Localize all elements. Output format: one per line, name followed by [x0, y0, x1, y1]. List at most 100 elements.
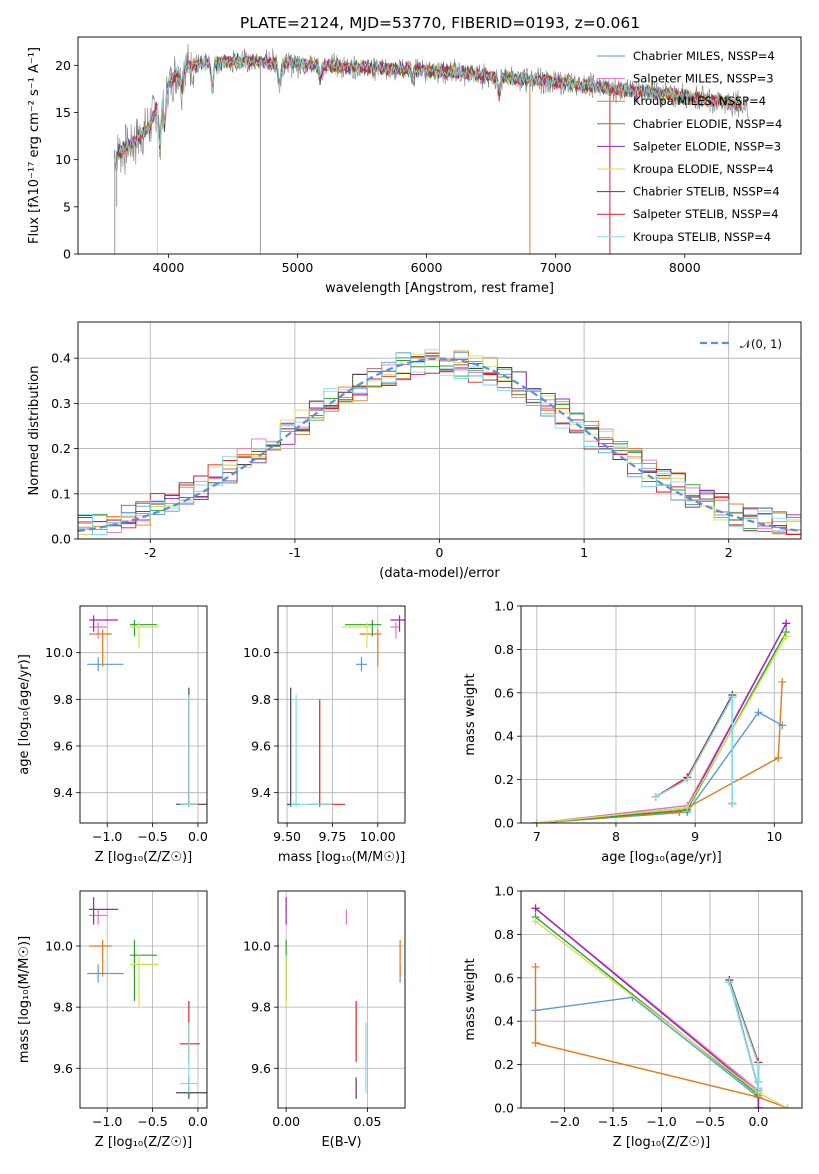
weight-point-kroupa_stelib	[728, 693, 737, 702]
x-tick-label: 9.50	[273, 829, 301, 844]
weight-point-kroupa_stelib	[754, 1060, 763, 1069]
x-tick-label: 0.05	[354, 1114, 382, 1129]
y-tick-label: 0.2	[494, 1057, 514, 1072]
legend-label: Chabrier ELODIE, NSSP=4	[633, 117, 782, 131]
legend-label: Chabrier MILES, NSSP=4	[633, 49, 775, 63]
weight-point-kroupa_stelib	[754, 1084, 763, 1093]
x-tick-label: 7000	[540, 260, 572, 275]
weight-point-salpeter_elodie	[531, 904, 540, 913]
x-tick-label: −0.5	[695, 1114, 725, 1129]
x-axis-label: wavelength [Angstrom, rest frame]	[325, 281, 554, 296]
figure-title: PLATE=2124, MJD=53770, FIBERID=0193, z=0…	[240, 14, 640, 32]
axes-frame	[277, 605, 406, 824]
x-tick-label: 0.0	[188, 829, 208, 844]
y-tick-label: 0.8	[494, 927, 514, 942]
x-tick-label: −1.0	[92, 829, 122, 844]
grid-lines	[80, 891, 207, 1108]
y-tick-label: 9.4	[251, 785, 271, 800]
x-tick-label: −0.5	[137, 1114, 167, 1129]
x-tick-label: 5000	[282, 260, 314, 275]
weight-point-kroupa_miles	[774, 753, 783, 762]
weight-line-chabrier_miles	[536, 711, 783, 823]
weight-line-kroupa_miles	[534, 967, 788, 1108]
x-tick-label: 0.00	[272, 1114, 300, 1129]
grid-lines	[278, 891, 405, 1108]
weight-point-kroupa_miles	[675, 808, 684, 817]
legend-label: Kroupa MILES, NSSP=4	[633, 94, 766, 108]
weight-line-chabrier_miles	[535, 996, 760, 1108]
y-tick-label: 0.3	[51, 396, 71, 411]
y-tick-label: 9.8	[251, 1000, 271, 1015]
y-tick-label: 0.4	[494, 729, 514, 744]
age-vs-metallicity-panel: −1.0 −0.5 0.0 9.4 9.6 9.8 10.0 Z [log₁₀(Z/Z☉)] a…	[17, 605, 208, 865]
plot-area	[113, 43, 750, 254]
y-tick-label: 10.0	[243, 645, 271, 660]
histogram-salpeter_stelib	[78, 352, 801, 535]
axes-frame	[520, 605, 803, 824]
y-tick-label: 9.6	[251, 1061, 271, 1076]
grid-lines	[278, 606, 405, 823]
y-axis-label: mass [log₁₀(M/M☉)]	[17, 936, 32, 1063]
x-axis-label: (data-model)/error	[379, 566, 500, 581]
legend-label: Salpeter STELIB, NSSP=4	[633, 207, 779, 221]
y-tick-label: 0.0	[494, 816, 514, 831]
weight-point-kroupa_elodie	[782, 632, 791, 641]
weight-point-kroupa_elodie	[531, 917, 540, 926]
y-tick-label: 9.6	[53, 1061, 73, 1076]
x-axis-label: mass [log₁₀(M/M☉)]	[278, 850, 405, 865]
weight-line-kroupa_stelib	[728, 981, 760, 1089]
plot-area	[532, 619, 791, 823]
grid-lines	[521, 890, 802, 1109]
y-tick-label: 0.1	[51, 486, 71, 501]
weight-point-salpeter_elodie	[782, 619, 791, 628]
y-axis-label: age [log₁₀(age/yr)]	[17, 654, 32, 775]
weight-point-kroupa_elodie	[532, 819, 541, 823]
x-tick-label: 1	[580, 545, 588, 560]
axes-frame	[277, 890, 406, 1109]
plot-area	[287, 615, 405, 807]
y-tick-label: 9.8	[53, 692, 73, 707]
weight-point-kroupa_stelib	[683, 775, 692, 784]
y-tick-label: 0	[63, 247, 71, 262]
weight-point-kroupa_miles	[531, 962, 540, 971]
x-tick-label: 6000	[411, 260, 443, 275]
y-tick-label: 9.8	[53, 1000, 73, 1015]
legend-label: Chabrier STELIB, NSSP=4	[633, 185, 780, 199]
y-tick-label: 0.0	[494, 1101, 514, 1116]
weight-point-kroupa_stelib	[651, 792, 660, 801]
legend-label: Kroupa STELIB, NSSP=4	[633, 230, 771, 244]
weight-vs-metallicity-panel: −2.0 −1.5 −1.0 −0.5 0.0 0.0 0.2 0.4 0.6 0.8 1.0 Z […	[463, 884, 803, 1150]
x-tick-label: -2	[144, 545, 156, 560]
weight-vs-age-panel: 7 8 9 10 0.0 0.2 0.4 0.6 0.8 1.0 age [log₁₀(age/yr…	[463, 599, 803, 865]
x-tick-label: −1.0	[92, 1114, 122, 1129]
y-axis-label: mass weight	[463, 958, 478, 1040]
x-tick-label: −1.5	[598, 1114, 628, 1129]
plot-area	[531, 904, 792, 1108]
normal-curve	[78, 357, 801, 533]
y-tick-label: 10.0	[45, 645, 73, 660]
y-tick-label: 9.4	[53, 785, 73, 800]
age-vs-mass-panel: 9.50 9.75 10.00 9.4 9.6 9.8 10.0 mass [log₁₀(M/…	[243, 605, 406, 865]
y-axis-label: Normed distribution	[27, 366, 42, 496]
y-tick-label: 0.8	[494, 642, 514, 657]
histogram-chabrier_stelib	[78, 356, 801, 535]
x-tick-label: 0.0	[188, 1114, 208, 1129]
legend-label: Salpeter ELODIE, NSSP=3	[633, 139, 781, 153]
y-tick-label: 10.0	[243, 939, 271, 954]
spectrum-panel: 4000 5000 6000 7000 8000 0 5 10 15 20 wavelength […	[27, 36, 802, 296]
weight-point-kroupa_miles	[531, 1038, 540, 1047]
plot-area	[285, 897, 401, 1099]
y-tick-label: 9.6	[53, 739, 73, 754]
y-tick-label: 1.0	[494, 884, 514, 899]
weight-line-kroupa_miles	[536, 681, 783, 823]
y-tick-label: 9.8	[251, 692, 271, 707]
y-tick-label: 0.6	[494, 970, 514, 985]
weight-point-kroupa_elodie	[683, 803, 692, 812]
x-tick-label: 2	[725, 545, 733, 560]
weight-point-chabrier_miles	[754, 708, 763, 717]
x-tick-label: 0.0	[748, 1114, 768, 1129]
weight-point-kroupa_stelib	[728, 799, 737, 808]
y-axis-label: Flux [fλ10⁻¹⁷ erg cm⁻² s⁻¹ A⁻¹]	[27, 47, 42, 244]
axes-frame	[77, 36, 802, 255]
